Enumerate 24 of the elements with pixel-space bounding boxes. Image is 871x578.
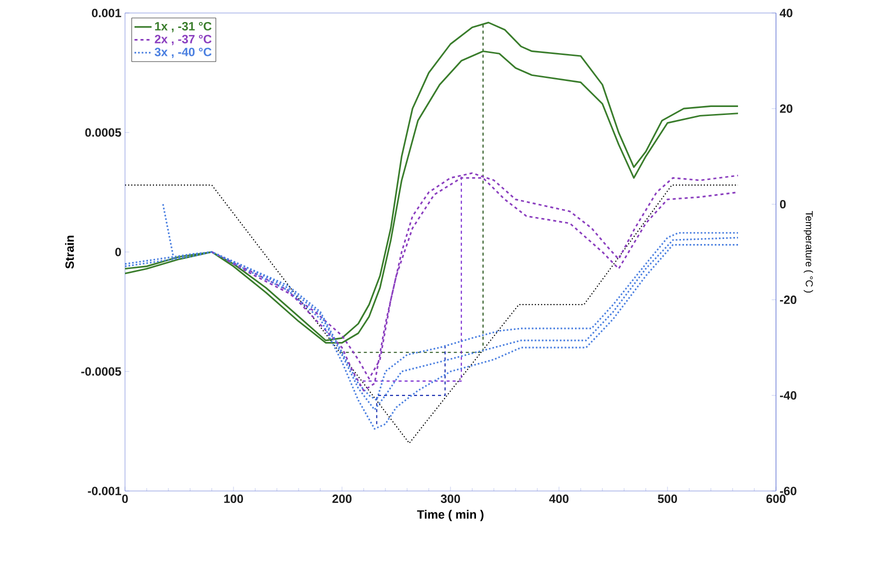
y-tick-label: 0.0005: [85, 128, 122, 137]
y-tick-label: -0.001: [88, 486, 122, 496]
x-tick-label: 600: [766, 494, 786, 504]
x-tick-label: 0: [122, 494, 128, 504]
y2-tick-label: -60: [780, 486, 796, 496]
y2-tick-label: -40: [780, 391, 796, 400]
y-tick-label: 0: [115, 248, 121, 256]
y2-tick-label: 0: [780, 200, 786, 208]
y-axis-title: Strain: [65, 236, 74, 269]
x-tick-label: 500: [658, 494, 678, 504]
legend-label: 1x , -31 °C: [155, 22, 212, 32]
y2-tick-label: 40: [780, 8, 792, 18]
legend-label: 3x , -40 °C: [154, 48, 212, 58]
x-tick-label: 200: [332, 494, 352, 504]
y-tick-label: -0.0005: [81, 367, 122, 376]
x-tick-label: 100: [224, 494, 244, 504]
legend-label: 2x , -37 °C: [154, 34, 212, 46]
y-tick-label: 0.001: [92, 8, 122, 18]
x-tick-label: 300: [440, 494, 460, 504]
y2-tick-label: 20: [780, 104, 792, 113]
x-axis-title: Time ( min ): [417, 510, 484, 522]
y2-axis-title: Temperature ( °C ): [804, 211, 814, 293]
x-tick-label: 400: [549, 494, 569, 504]
y2-tick-label: -20: [780, 296, 796, 304]
